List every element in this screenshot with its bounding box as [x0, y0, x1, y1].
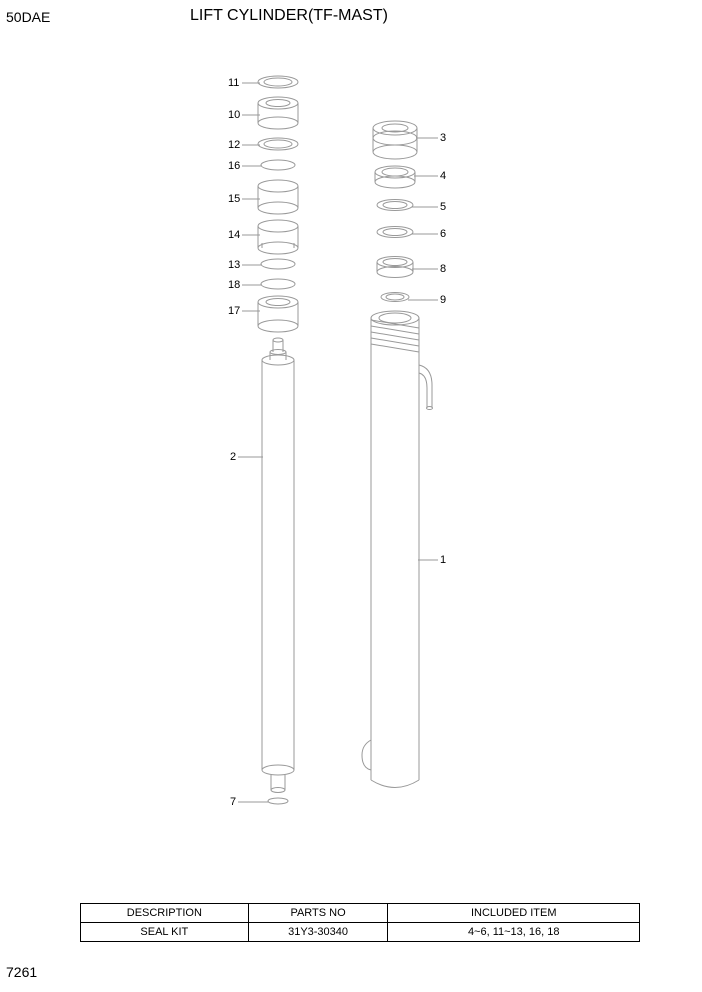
parts-table: DESCRIPTION PARTS NO INCLUDED ITEM SEAL …: [80, 903, 640, 942]
callout-2: 2: [230, 451, 236, 463]
table-row: SEAL KIT 31Y3-30340 4~6, 11~13, 16, 18: [81, 923, 640, 942]
callout-6: 6: [440, 228, 446, 240]
callout-1: 1: [440, 554, 446, 566]
callout-10: 10: [228, 109, 240, 121]
callout-9: 9: [440, 294, 446, 306]
callout-12: 12: [228, 139, 240, 151]
cell-included: 4~6, 11~13, 16, 18: [388, 923, 640, 942]
table-header-row: DESCRIPTION PARTS NO INCLUDED ITEM: [81, 904, 640, 923]
callout-14: 14: [228, 229, 240, 241]
callout-17: 17: [228, 305, 240, 317]
exploded-diagram: [0, 0, 702, 900]
callout-15: 15: [228, 193, 240, 205]
callout-7: 7: [230, 796, 236, 808]
callout-13: 13: [228, 259, 240, 271]
col-included: INCLUDED ITEM: [388, 904, 640, 923]
col-description: DESCRIPTION: [81, 904, 249, 923]
page-number: 7261: [6, 964, 37, 980]
cell-description: SEAL KIT: [81, 923, 249, 942]
callout-18: 18: [228, 279, 240, 291]
cell-partsno: 31Y3-30340: [248, 923, 388, 942]
callout-4: 4: [440, 170, 446, 182]
callout-16: 16: [228, 160, 240, 172]
callout-11: 11: [228, 77, 239, 89]
callout-3: 3: [440, 132, 446, 144]
col-partsno: PARTS NO: [248, 904, 388, 923]
callout-5: 5: [440, 201, 446, 213]
callout-8: 8: [440, 263, 446, 275]
